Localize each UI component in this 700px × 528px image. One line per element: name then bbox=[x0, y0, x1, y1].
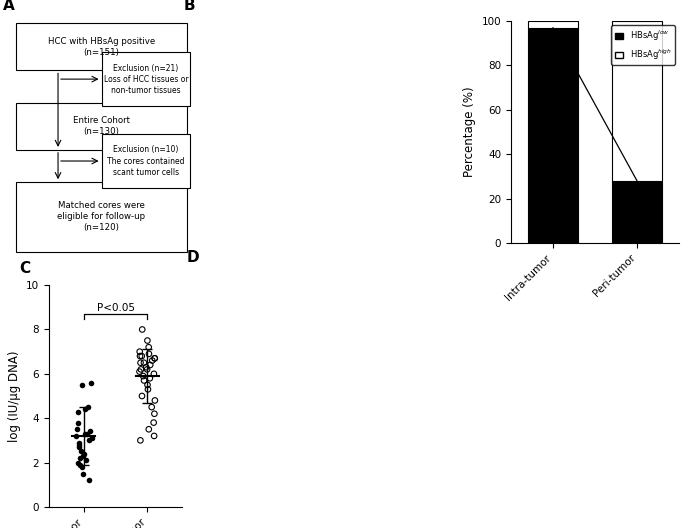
Point bbox=[149, 354, 160, 363]
Point bbox=[75, 447, 86, 456]
Point bbox=[141, 363, 152, 371]
Point bbox=[72, 458, 83, 467]
Text: Matched cores were
eligible for follow-up
(n=120): Matched cores were eligible for follow-u… bbox=[57, 201, 146, 232]
Point bbox=[77, 451, 88, 460]
FancyBboxPatch shape bbox=[17, 102, 187, 150]
Bar bbox=[612, 21, 662, 181]
Point bbox=[82, 429, 93, 438]
Point bbox=[148, 418, 160, 427]
Point bbox=[139, 376, 150, 385]
Point bbox=[76, 381, 88, 389]
Point bbox=[134, 352, 146, 360]
Point bbox=[139, 359, 150, 367]
Text: Exclusion (n=10)
The cores contained
scant tumor cells: Exclusion (n=10) The cores contained sca… bbox=[107, 145, 185, 176]
Point bbox=[149, 410, 160, 418]
Text: D: D bbox=[186, 250, 199, 265]
Legend: HBsAg$^{low}$, HBsAg$^{high}$: HBsAg$^{low}$, HBsAg$^{high}$ bbox=[611, 25, 675, 65]
Y-axis label: Percentage (%): Percentage (%) bbox=[463, 87, 476, 177]
Point bbox=[145, 361, 156, 369]
Point bbox=[70, 432, 81, 440]
Point bbox=[144, 350, 155, 358]
Text: A: A bbox=[4, 0, 15, 13]
Point bbox=[146, 356, 158, 365]
Point bbox=[134, 347, 146, 356]
Y-axis label: log (IU/μg DNA): log (IU/μg DNA) bbox=[8, 350, 20, 442]
Point bbox=[82, 403, 93, 411]
Point bbox=[76, 463, 88, 471]
Text: P<0.05: P<0.05 bbox=[97, 303, 134, 313]
Point bbox=[74, 438, 85, 447]
Point bbox=[84, 427, 95, 436]
Point bbox=[135, 359, 146, 367]
FancyBboxPatch shape bbox=[102, 134, 190, 188]
Point bbox=[135, 436, 146, 445]
Point bbox=[80, 405, 91, 413]
Point bbox=[73, 443, 84, 451]
FancyBboxPatch shape bbox=[102, 52, 190, 107]
Point bbox=[71, 425, 82, 433]
Point bbox=[142, 381, 153, 389]
Text: HCC with HBsAg positive
(n=151): HCC with HBsAg positive (n=151) bbox=[48, 37, 155, 57]
FancyBboxPatch shape bbox=[17, 23, 187, 70]
Point bbox=[146, 403, 158, 411]
Point bbox=[149, 396, 160, 404]
Point bbox=[148, 370, 160, 378]
Text: C: C bbox=[20, 261, 31, 276]
Bar bbox=[528, 28, 578, 243]
Point bbox=[73, 440, 84, 449]
Bar bbox=[612, 181, 662, 243]
Text: Entire Cohort
(n=130): Entire Cohort (n=130) bbox=[73, 116, 130, 136]
Point bbox=[73, 418, 84, 427]
Point bbox=[148, 432, 160, 440]
Point bbox=[78, 449, 90, 458]
Point bbox=[142, 336, 153, 345]
Point bbox=[80, 456, 91, 465]
Point bbox=[75, 454, 86, 463]
Point bbox=[134, 367, 145, 376]
Text: B: B bbox=[183, 0, 195, 13]
Point bbox=[75, 460, 86, 469]
Point bbox=[78, 469, 89, 478]
Point bbox=[73, 407, 84, 416]
Point bbox=[144, 374, 155, 382]
Bar bbox=[528, 21, 578, 28]
Point bbox=[136, 392, 148, 400]
Point bbox=[135, 365, 146, 374]
Point bbox=[83, 476, 94, 485]
Point bbox=[80, 429, 91, 438]
Point bbox=[142, 385, 153, 393]
Point bbox=[141, 365, 153, 374]
Point bbox=[86, 434, 97, 442]
Text: Exclusion (n=21)
Loss of HCC tissues or
non-tumor tissues: Exclusion (n=21) Loss of HCC tissues or … bbox=[104, 63, 188, 95]
Point bbox=[149, 354, 160, 363]
Point bbox=[143, 343, 154, 352]
Point bbox=[136, 352, 147, 360]
Point bbox=[84, 436, 95, 445]
FancyBboxPatch shape bbox=[17, 182, 187, 251]
Point bbox=[144, 425, 155, 433]
Point bbox=[85, 379, 97, 387]
Point bbox=[136, 325, 148, 334]
Point bbox=[138, 372, 149, 380]
